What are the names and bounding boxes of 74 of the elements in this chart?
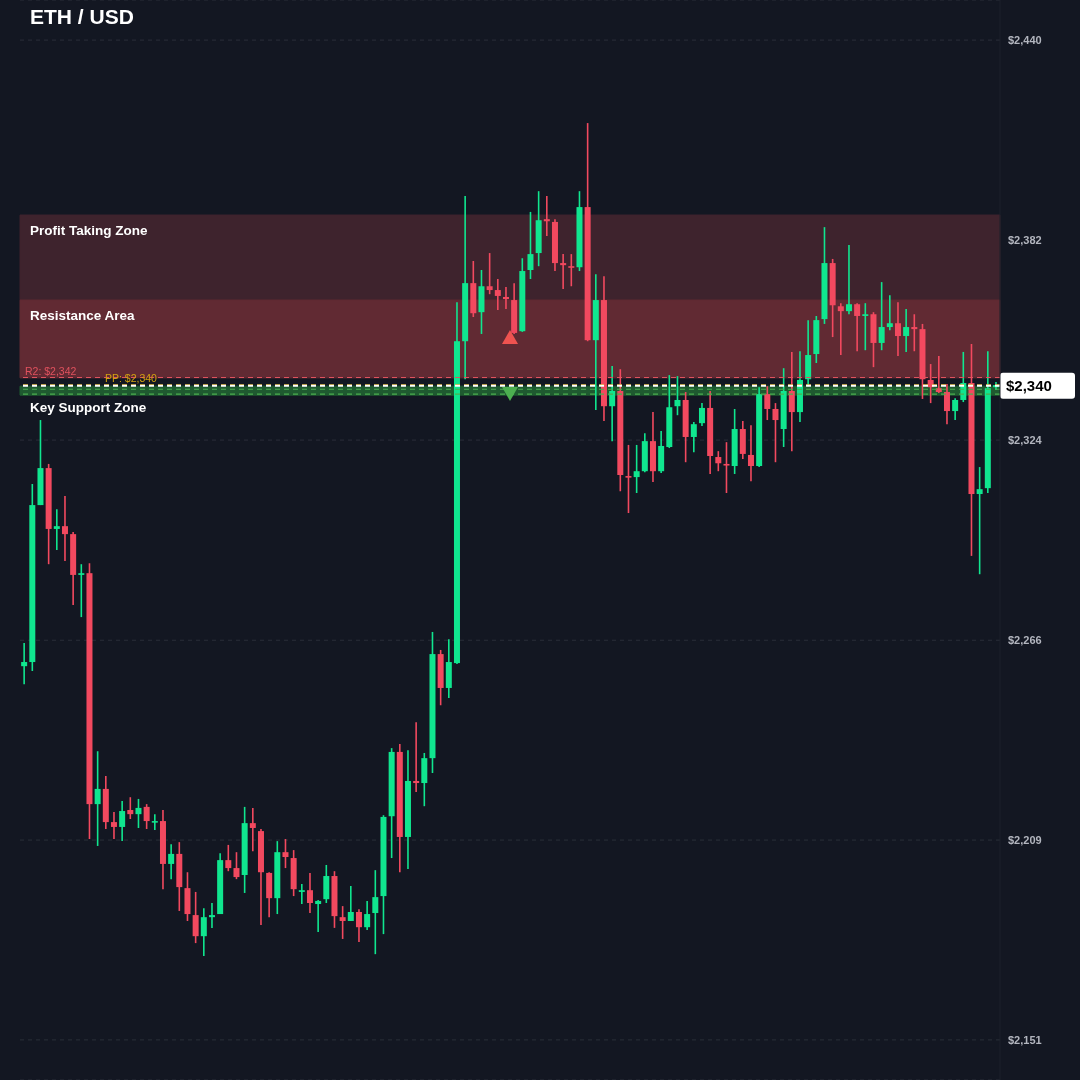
y-tick-label: $2,324: [1008, 433, 1043, 446]
candlestick: [225, 844, 232, 872]
candlestick: [364, 900, 371, 931]
candlestick: [772, 402, 779, 464]
y-tick-label: $2,209: [1008, 833, 1042, 846]
band-label: Resistance Area: [30, 308, 136, 324]
candlestick: [168, 843, 175, 880]
candlestick: [53, 508, 60, 551]
candlestick: [486, 252, 493, 295]
candlestick: [715, 450, 722, 472]
candlestick: [568, 253, 575, 288]
candlestick: [845, 244, 852, 316]
candlestick: [625, 444, 632, 514]
candlestick: [609, 365, 616, 442]
candlestick: [560, 253, 567, 290]
band-label: Profit Taking Zone: [30, 223, 148, 239]
candlestick: [127, 796, 134, 820]
candlestick: [151, 813, 158, 831]
candlestick: [690, 421, 697, 453]
candlestick: [976, 466, 983, 576]
y-tick-label: $2,382: [1008, 233, 1042, 246]
candlestick: [543, 195, 550, 237]
candlestick: [355, 908, 362, 943]
candlestick: [143, 803, 150, 830]
candlestick: [372, 869, 379, 955]
candlestick: [200, 907, 207, 957]
candlestick: [306, 872, 313, 914]
candlestick: [249, 807, 256, 852]
candlestick: [298, 883, 305, 905]
candlestick: [723, 441, 730, 494]
candlestick: [315, 899, 322, 933]
y-tick-label: $2,266: [1008, 634, 1042, 647]
candlestick: [233, 851, 240, 880]
candlestick: [747, 424, 754, 483]
candlestick: [862, 302, 869, 351]
candlestick: [347, 885, 354, 922]
candlestick: [935, 355, 942, 394]
candlestick: [894, 301, 901, 357]
candlestick: [903, 308, 910, 353]
candlestick: [323, 864, 330, 904]
candlestick: [339, 905, 346, 940]
candlestick: [911, 313, 918, 353]
candlestick: [878, 281, 885, 351]
candlestick: [943, 383, 950, 425]
ref-line-label: R2: $2,342: [25, 364, 77, 377]
candlestick: [698, 402, 705, 427]
candlestick: [837, 302, 844, 356]
band-label: Key Support Zone: [30, 400, 147, 416]
ref-line-label: $2,340: [1006, 376, 1052, 394]
chart-title: ETH / USD: [30, 5, 134, 29]
candlestick: [94, 750, 101, 847]
candlestick: [135, 798, 142, 829]
candlestick: [282, 838, 289, 869]
ref-line-label: PP: $2,340: [105, 371, 158, 384]
candlestick: [788, 351, 795, 452]
candlestick: [952, 397, 959, 421]
y-tick-label: $2,440: [1008, 34, 1042, 47]
candlestick: [633, 444, 640, 494]
candlestick: [110, 811, 117, 840]
candlestick: [527, 211, 534, 280]
candlestick: [413, 721, 420, 793]
candlestick: [192, 891, 199, 944]
candlestick: [78, 563, 85, 618]
candlestick: [764, 385, 771, 421]
candlestick: [61, 495, 68, 562]
candlestick: [502, 286, 509, 310]
candlestick: [886, 294, 893, 331]
candlestick: [854, 302, 861, 353]
candlestick: [208, 902, 215, 929]
y-tick-label: $2,151: [1008, 1033, 1042, 1046]
candlestick: [119, 800, 126, 842]
candlestick: [494, 278, 501, 311]
candlestick: [21, 642, 28, 685]
candlestick: [674, 375, 681, 416]
